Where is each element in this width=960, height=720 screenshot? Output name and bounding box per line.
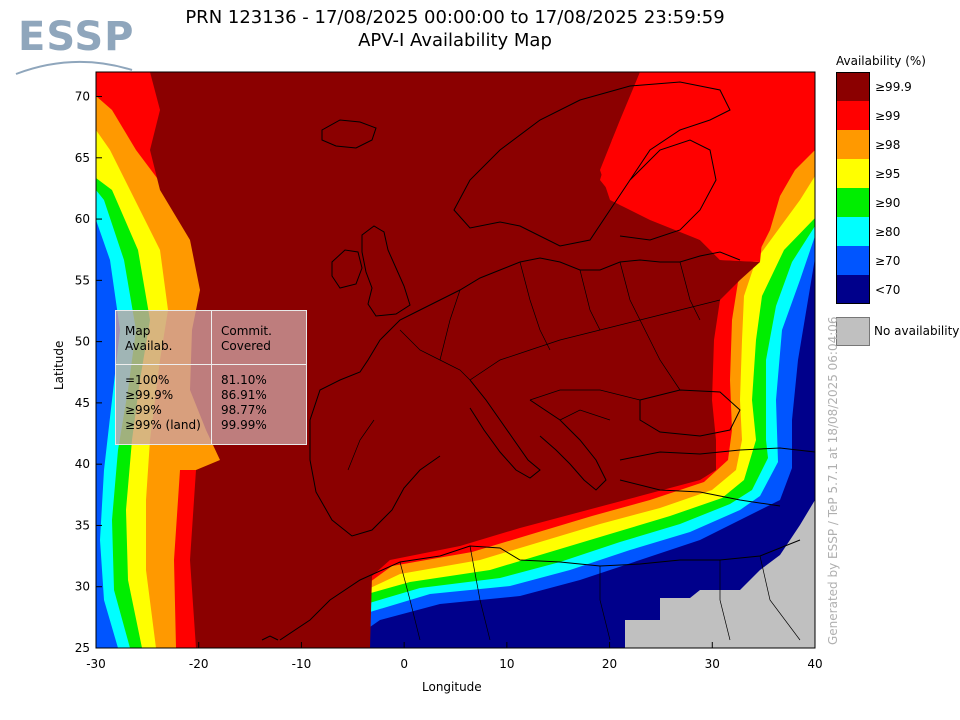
y-tick-label: 50 [75,335,90,349]
coastlines [261,81,815,641]
title-line-1: PRN 123136 - 17/08/2025 00:00:00 to 17/0… [185,7,725,28]
x-tick-label: -10 [292,657,312,671]
title-line-2: APV-I Availability Map [358,30,552,51]
legend-label: ≥98 [875,138,901,152]
no-availability-swatch [836,317,870,346]
no-availability-label: No availability [874,324,960,338]
y-tick-label: 30 [75,580,90,594]
legend-label: ≥90 [875,196,901,210]
legend-label: ≥99 [875,109,901,123]
legend-swatch [836,188,870,217]
x-tick-label: 10 [499,657,514,671]
y-axis-title: Latitude [52,340,66,390]
stats-row-label: ≥99% (land) [125,418,201,432]
generated-by-text: Generated by ESSP / TeP 5.7.1 at 18/08/2… [826,316,840,645]
stats-column-divider [211,311,212,444]
legend-swatch [836,275,870,304]
coverage-stats-box: Map Availab. Commit. Covered =100% 81.10… [115,310,307,445]
axis-ticks: -30 -20 -10 0 10 20 30 40 70 65 60 55 50 45 40 35 30 25 [75,90,823,671]
no-availability-area [625,500,815,648]
x-tick-label: 40 [807,657,822,671]
x-tick-label: 20 [602,657,617,671]
y-tick-label: 45 [75,396,90,410]
y-tick-label: 65 [75,151,90,165]
map-title: PRN 123136 - 17/08/2025 00:00:00 to 17/0… [130,6,780,52]
band-ge999 [150,72,760,648]
y-tick-label: 70 [75,90,90,104]
map-plot-area [96,72,815,648]
x-tick-label: 0 [400,657,408,671]
legend-swatch [836,246,870,275]
legend-swatch [836,159,870,188]
legend-label: ≥70 [875,254,901,268]
stats-row-value: 81.10% [221,373,267,387]
legend-swatch [836,217,870,246]
stats-row-value: 99.99% [221,418,267,432]
stats-row-label: ≥99.9% [125,388,174,402]
x-tick-label: 30 [705,657,720,671]
country-borders [347,261,801,641]
legend-label: ≥80 [875,225,901,239]
logo-text: ESSP [18,14,135,60]
stats-row-divider [116,364,306,365]
y-tick-label: 60 [75,212,90,226]
y-tick-label: 40 [75,457,90,471]
stats-header-covered: Commit. Covered [221,324,272,353]
y-tick-label: 55 [75,273,90,287]
legend-frame [836,72,870,304]
legend-swatch [836,72,870,101]
legend-swatch [836,130,870,159]
stats-row-value: 98.77% [221,403,267,417]
x-tick-label: -20 [189,657,209,671]
stats-header-availability: Map Availab. [125,324,173,353]
logo-swoosh-icon [15,60,133,75]
legend-label: <70 [875,283,901,297]
stats-row-label: =100% [125,373,170,387]
y-tick-label: 35 [75,518,90,532]
legend-title: Availability (%) [836,54,926,68]
band-ge99-nordic [600,72,815,262]
legend-label: ≥99.9 [875,80,912,94]
x-tick-label: -30 [86,657,106,671]
stats-row-value: 86.91% [221,388,267,402]
legend-label: ≥95 [875,167,901,181]
legend-swatch [836,101,870,130]
y-tick-label: 25 [75,641,90,655]
plot-frame [95,71,816,649]
stats-row-label: ≥99% [125,403,162,417]
x-axis-title: Longitude [422,680,482,694]
essp-logo: ESSP [14,14,134,80]
